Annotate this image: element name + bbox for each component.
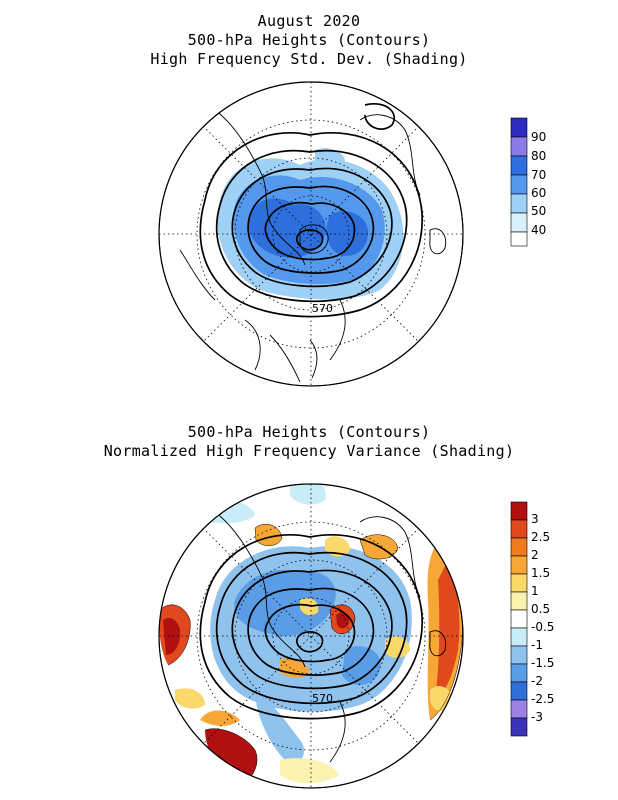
top-colorbar-swatch-45 [510, 212, 528, 233]
bottom-colorbar-label: -2 [531, 674, 543, 688]
bottom-colorbar-label: -0.5 [531, 620, 554, 634]
top-graticule [159, 82, 463, 386]
bottom-colorbar-swatch [510, 663, 528, 683]
bottom-colorbar-label: -2.5 [531, 692, 554, 706]
bottom-coastlines [214, 511, 447, 763]
top-coastlines [179, 109, 447, 383]
bottom-colorbar-label: 2 [531, 548, 539, 562]
bottom-colorbar-label: 1.5 [531, 566, 550, 580]
top-colorbar-label: 70 [531, 168, 546, 182]
top-colorbar-swatch-60 [510, 174, 528, 195]
bottom-colorbar-swatch [510, 573, 528, 593]
bottom-colorbar-swatch [510, 501, 528, 521]
bottom-height-contours [199, 533, 424, 720]
bottom-colorbar-swatch [510, 609, 528, 629]
bottom-colorbar-label: -3 [531, 710, 543, 724]
top-colorbar-label: 40 [531, 223, 546, 237]
bottom-colorbar-swatch [510, 645, 528, 665]
bottom-colorbar-label: 0.5 [531, 602, 550, 616]
top-colorbar-swatch-70 [510, 155, 528, 176]
bottom-colorbar-label: 1 [531, 584, 539, 598]
bottom-colorbar-swatch [510, 699, 528, 719]
top-colorbar-swatch-50 [510, 193, 528, 214]
top-title-line-1: August 2020 [257, 12, 361, 30]
bottom-colorbar-swatch [510, 591, 528, 611]
bottom-colorbar-label: 3 [531, 512, 539, 526]
bottom-contour-label: 570 [312, 692, 333, 705]
top-title-line-3: High Frequency Std. Dev. (Shading) [150, 50, 468, 68]
bottom-colorbar-label: -1 [531, 638, 543, 652]
top-colorbar-swatch-40 [510, 231, 528, 247]
bottom-colorbar-swatch [510, 627, 528, 647]
bottom-colorbar-swatch [510, 537, 528, 557]
top-colorbar-label: 50 [531, 204, 546, 218]
top-title-line-2: 500-hPa Heights (Contours) [187, 31, 431, 49]
bottom-colorbar-label: -1.5 [531, 656, 554, 670]
top-colorbar-label: 60 [531, 186, 546, 200]
bottom-colorbar-swatch [510, 681, 528, 701]
bottom-colorbar-swatch [510, 717, 528, 737]
top-colorbar-label: 80 [531, 149, 546, 163]
bottom-colorbar-label: 2.5 [531, 530, 550, 544]
bottom-colorbar: 3 2.5 2 1.5 1 0.5 -0.5 -1 -1.5 -2 -2.5 -… [510, 501, 554, 737]
bottom-colorbar-swatch [510, 555, 528, 575]
bottom-polar-map: 570 [158, 483, 464, 789]
bottom-title-line-2: Normalized High Frequency Variance (Shad… [103, 442, 515, 460]
top-colorbar: 90 80 70 60 50 40 [510, 117, 546, 247]
bottom-title-line-1: 500-hPa Heights (Contours) [187, 423, 431, 441]
top-colorbar-label: 90 [531, 130, 546, 144]
top-polar-map: 570 [158, 81, 464, 387]
top-height-contours [199, 103, 424, 318]
top-contour-label: 570 [312, 302, 333, 315]
bottom-graticule [159, 484, 463, 788]
top-colorbar-swatch-80 [510, 136, 528, 157]
bottom-colorbar-swatch [510, 519, 528, 539]
top-colorbar-swatch-90 [510, 117, 528, 138]
